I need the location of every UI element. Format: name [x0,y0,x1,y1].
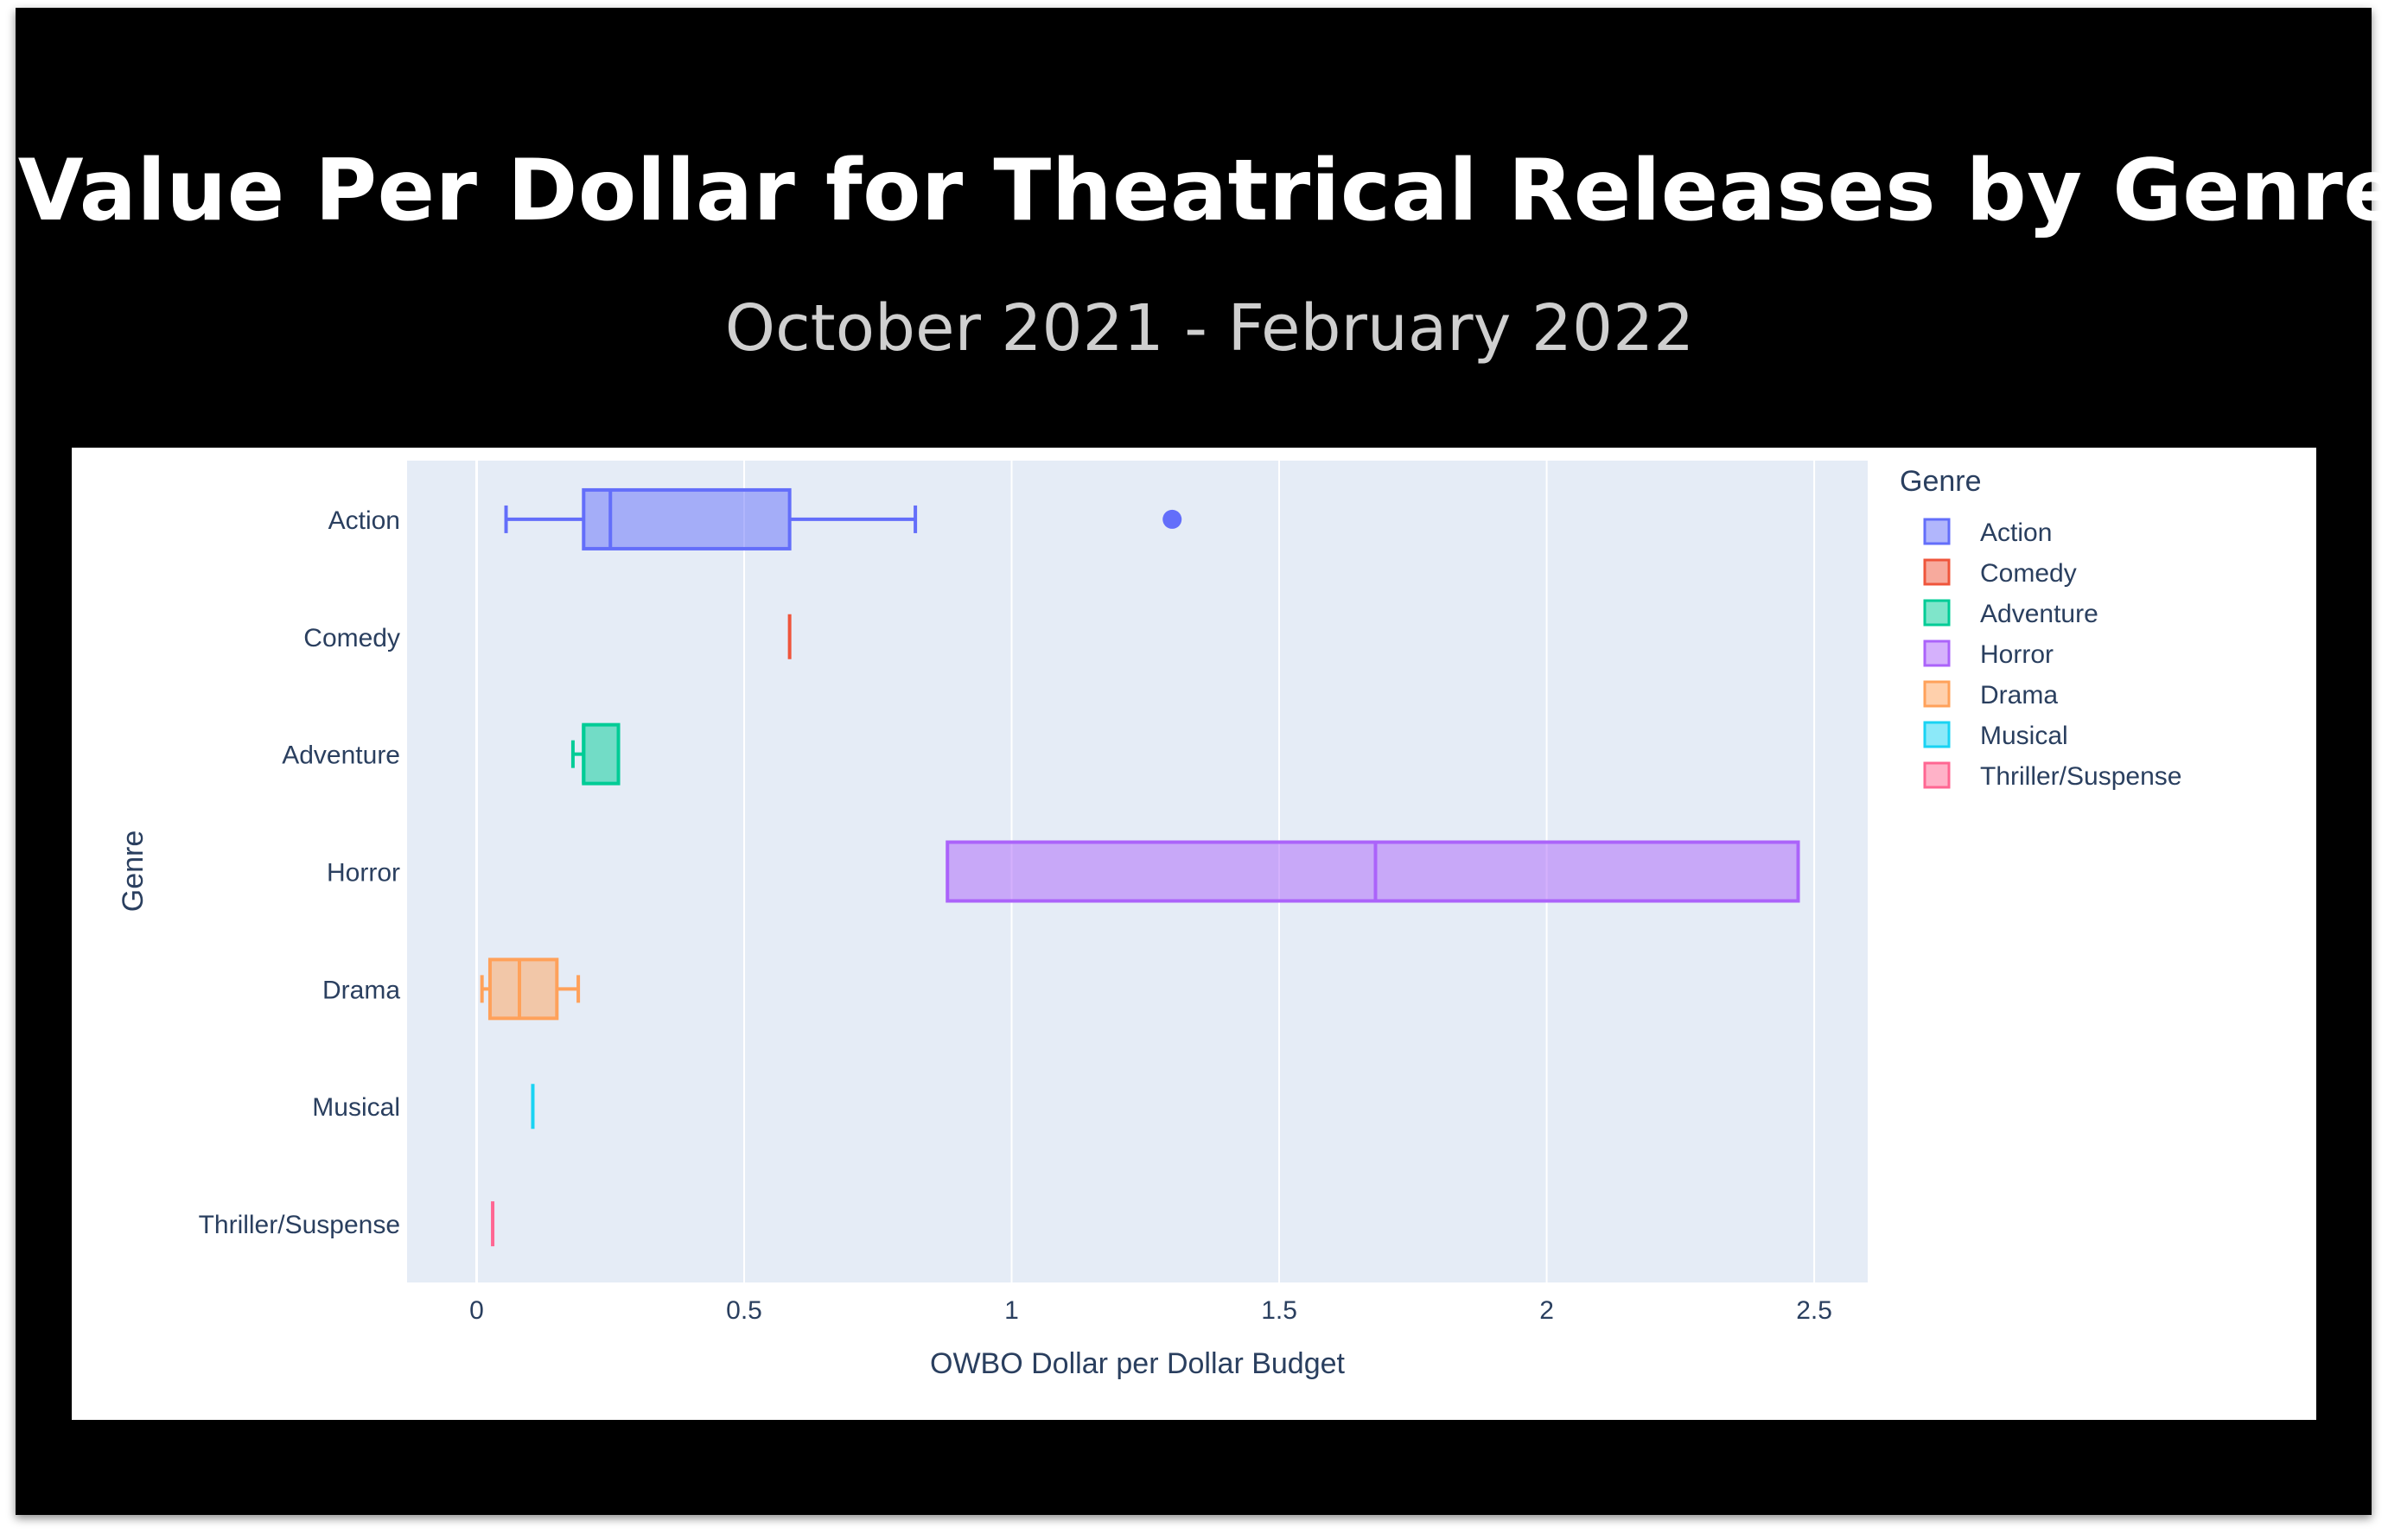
legend-item: Action [1923,518,2052,547]
y-axis-ticks: Action Comedy Adventure Horror Drama Musical T… [199,506,401,1239]
x-tick-label: 1 [1004,1296,1019,1325]
legend-swatch [1923,721,1951,748]
legend-label: Drama [1980,681,2058,710]
legend-label: Horror [1980,640,2054,669]
legend-label: Comedy [1980,559,2077,588]
legend-label: Action [1980,519,2052,547]
box-horror [946,840,1800,903]
y-tick-label: Thriller/Suspense [199,1211,400,1239]
legend-item: Adventure [1923,599,2098,628]
legend-label: Thriller/Suspense [1980,762,2181,791]
y-tick-label: Action [328,506,400,535]
y-tick-label: Drama [322,976,400,1004]
box-action [504,487,1182,550]
box-iqr [946,840,1800,903]
legend-title: Genre [1900,465,1982,498]
legend-item: Musical [1923,721,2068,750]
box-adventure [570,722,621,786]
x-tick-label: 0 [469,1296,484,1325]
x-tick-label: 0.5 [726,1296,762,1325]
legend-swatch [1923,680,1951,708]
box-drama [480,958,581,1021]
legend-label: Adventure [1980,600,2098,628]
plot-panel: Action Comedy Adventure Horror Drama Musical T… [72,448,2316,1420]
legend-swatch [1923,518,1951,545]
x-tick-label: 2.5 [1796,1296,1832,1325]
legend-label: Musical [1980,722,2068,750]
x-axis-label: OWBO Dollar per Dollar Budget [930,1347,1346,1380]
y-tick-label: Adventure [282,741,400,770]
x-tick-label: 2 [1539,1296,1554,1325]
legend-swatch [1923,640,1951,667]
legend-item: Horror [1923,640,2054,669]
box-iqr [582,722,621,786]
y-tick-label: Comedy [303,624,400,652]
chart-title: Value Per Dollar for Theatrical Releases… [17,142,2388,240]
box-iqr [582,487,792,550]
y-axis-label: Genre [117,830,150,913]
legend-swatch [1923,761,1951,789]
legend: Genre Action Comedy Adventure Horror Drama Mu… [1900,465,2181,791]
legend-item: Drama [1923,680,2058,710]
x-tick-label: 1.5 [1261,1296,1297,1325]
x-axis-ticks: 0 0.5 1 1.5 2 2.5 [469,1296,1832,1325]
chart-subtitle: October 2021 - February 2022 [724,291,1695,366]
outlier-point [1162,509,1182,529]
box-plot-chart: Action Comedy Adventure Horror Drama Musical T… [117,461,2181,1380]
legend-swatch [1923,599,1951,627]
box-iqr [487,958,559,1021]
legend-item: Thriller/Suspense [1923,761,2181,791]
y-tick-label: Horror [327,859,400,888]
legend-swatch [1923,558,1951,586]
y-tick-label: Musical [312,1093,400,1122]
box-series [480,487,1800,1247]
legend-item: Comedy [1923,558,2077,588]
